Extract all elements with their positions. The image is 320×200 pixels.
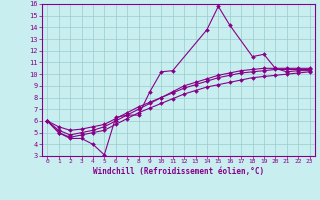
- X-axis label: Windchill (Refroidissement éolien,°C): Windchill (Refroidissement éolien,°C): [93, 167, 264, 176]
